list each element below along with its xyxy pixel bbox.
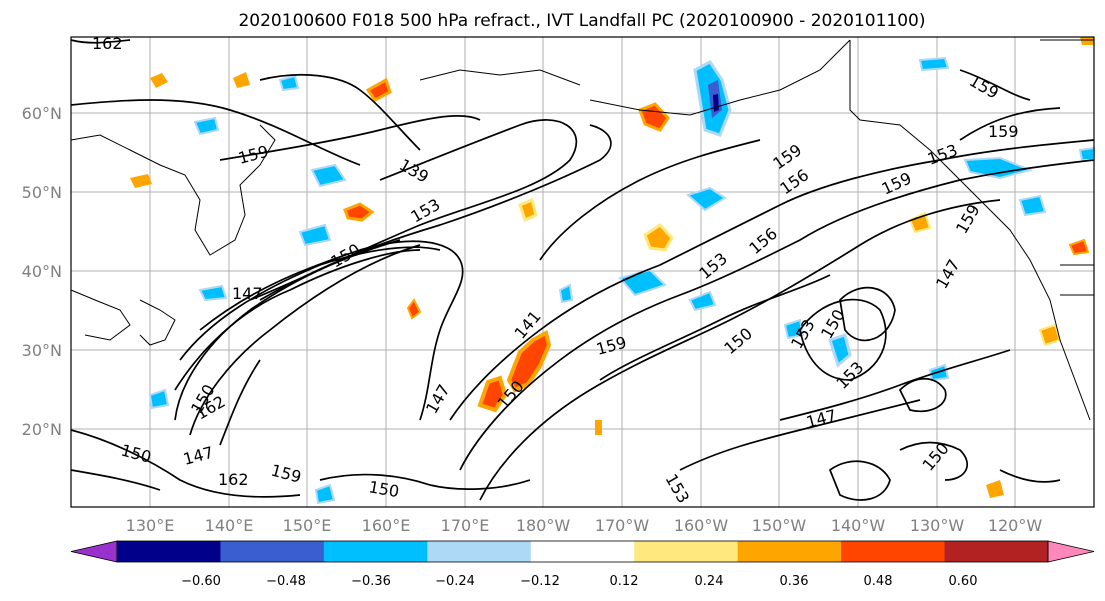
colorbar-tick-label: 0.24	[695, 574, 724, 589]
colorbar-tick-label: −0.48	[266, 574, 306, 589]
colorbar-tick-label: 0.12	[610, 574, 639, 589]
colorbar-extend-min	[70, 540, 118, 563]
graticule	[71, 37, 1094, 507]
lon-label: 160°W	[674, 516, 729, 535]
colorbar-segment	[427, 541, 532, 562]
lat-label: 50°N	[22, 183, 62, 202]
shading-fields	[130, 37, 1095, 505]
colorbar-extend-max	[1047, 540, 1095, 563]
lon-label: 170°W	[595, 516, 650, 535]
colorbar-segment	[323, 541, 428, 562]
contour-label: 162	[92, 34, 123, 53]
lon-label: 160°E	[362, 516, 411, 535]
contour-label-group: 162 159 139 159 153 150 147 150 147 141 …	[92, 34, 1019, 506]
colorbar-segment	[841, 541, 946, 562]
lon-label: 140°E	[205, 516, 254, 535]
lon-label: 170°E	[441, 516, 490, 535]
colorbar-tick-label: 0.48	[864, 574, 893, 589]
map-panel: 162 159 139 159 153 150 147 150 147 141 …	[70, 34, 1095, 508]
colorbar-segment	[944, 541, 1049, 562]
colorbar-tick-label: −0.60	[181, 574, 221, 589]
lon-label: 150°E	[283, 516, 332, 535]
lat-label: 60°N	[22, 104, 62, 123]
lon-label: 120°W	[988, 516, 1043, 535]
colorbar-tick-label: 0.60	[949, 574, 978, 589]
colorbar-segment	[634, 541, 739, 562]
colorbar-segment	[737, 541, 842, 562]
colorbar-tick-label: 0.36	[780, 574, 809, 589]
lon-label: 150°W	[752, 516, 807, 535]
lon-label: 130°E	[126, 516, 175, 535]
lon-label: 180°W	[516, 516, 571, 535]
colorbar-ticks: −0.60 −0.48 −0.36 −0.24 −0.12 0.12 0.24 …	[181, 574, 977, 589]
colorbar-segment	[220, 541, 325, 562]
colorbar-segment	[117, 541, 221, 562]
lon-label: 140°W	[831, 516, 886, 535]
colorbar	[70, 540, 1095, 563]
longitude-labels: 130°E 140°E 150°E 160°E 170°E 180°W 170°…	[126, 516, 1043, 535]
contour-label: 147	[232, 284, 263, 303]
colorbar-tick-label: −0.36	[351, 574, 391, 589]
lat-label: 30°N	[22, 341, 62, 360]
map-title: 2020100600 F018 500 hPa refract., IVT La…	[238, 11, 925, 31]
colorbar-segment	[530, 541, 635, 562]
lon-label: 130°W	[910, 516, 965, 535]
lat-label: 40°N	[22, 262, 62, 281]
contour-lines	[70, 39, 1095, 501]
colorbar-outline	[116, 540, 1049, 563]
coastlines	[70, 39, 1094, 421]
contour-label: 159	[988, 122, 1019, 141]
colorbar-tick-label: −0.12	[520, 574, 560, 589]
lat-label: 20°N	[22, 420, 62, 439]
colorbar-tick-label: −0.24	[435, 574, 475, 589]
latitude-labels: 60°N 50°N 40°N 30°N 20°N	[22, 104, 62, 439]
contour-label: 162	[218, 470, 249, 489]
